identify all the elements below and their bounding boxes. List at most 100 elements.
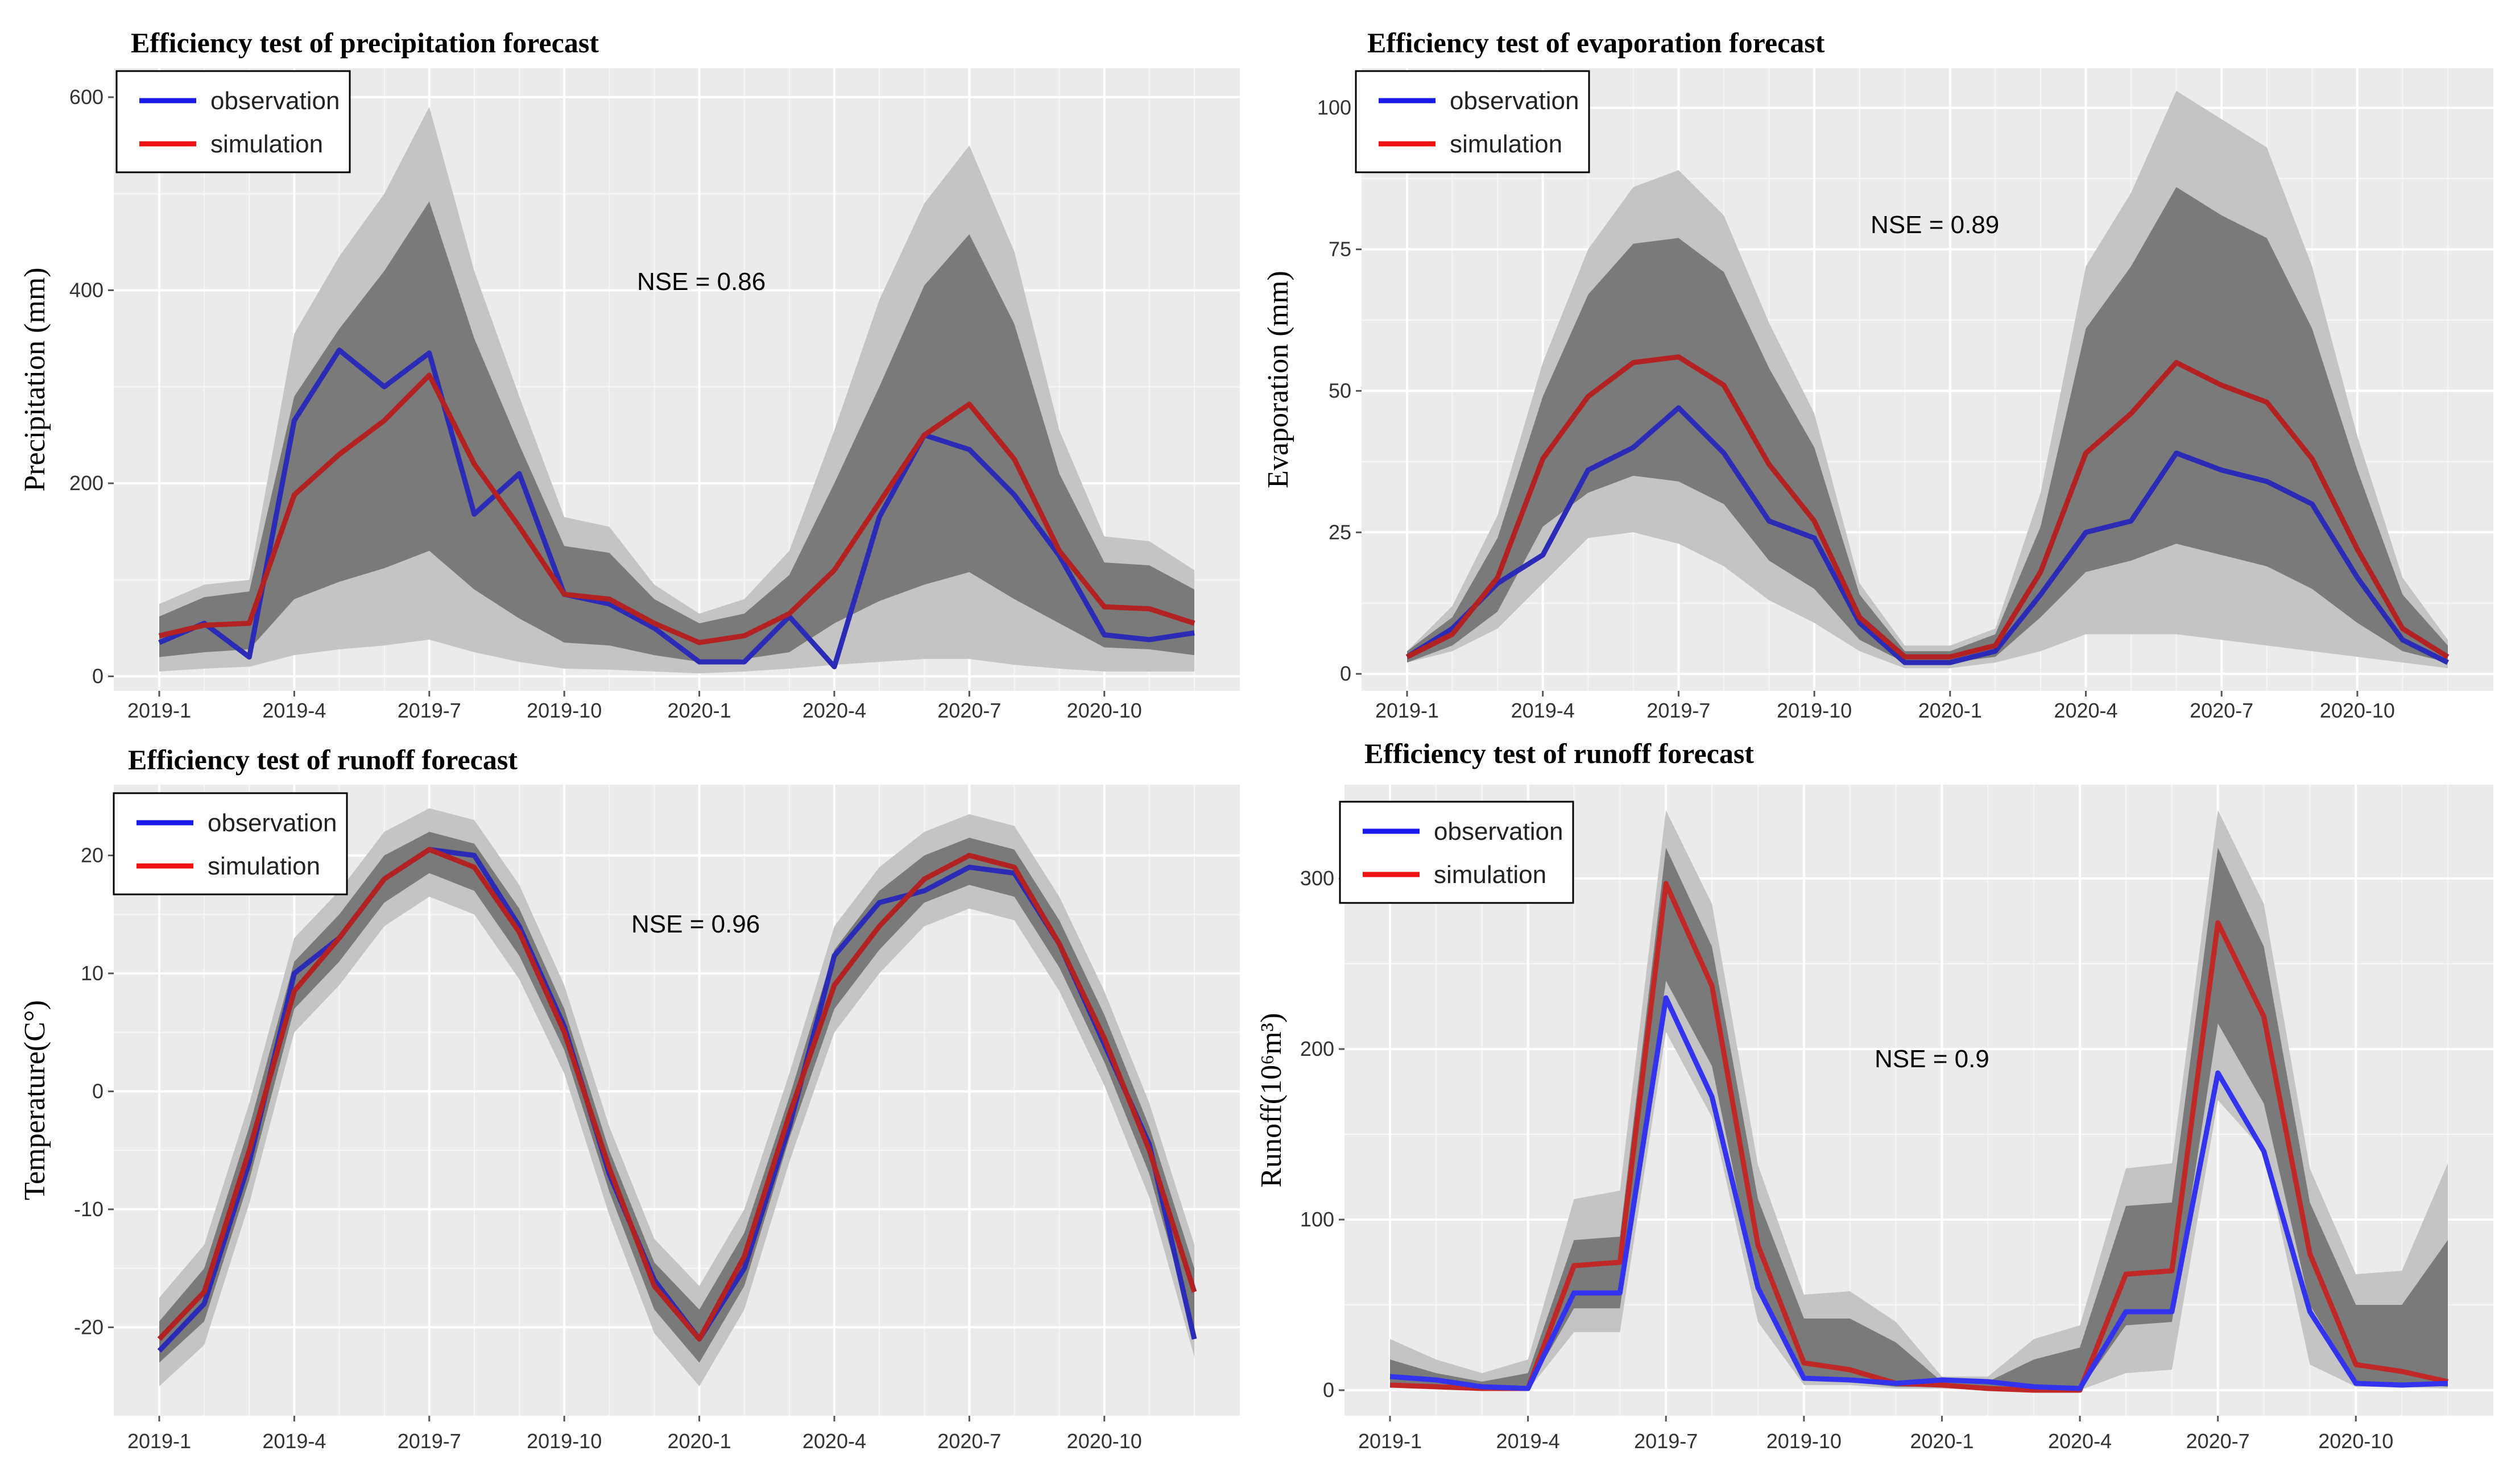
y-tick-label: 20 bbox=[81, 843, 104, 867]
legend-label-observation: observation bbox=[208, 809, 337, 837]
y-tick-label: 200 bbox=[69, 471, 104, 495]
x-tick-label: 2019-10 bbox=[527, 699, 602, 722]
x-tick-label: 2019-1 bbox=[127, 1429, 191, 1453]
nse-annotation: NSE = 0.86 bbox=[637, 268, 766, 296]
legend: observation simulation bbox=[1339, 801, 1574, 904]
x-tick-label: 2020-7 bbox=[2190, 699, 2253, 722]
series-line-observation bbox=[1389, 995, 2448, 1391]
y-axis-label: Precipitation (mm) bbox=[19, 267, 51, 491]
x-tick-label: 2019-10 bbox=[1767, 1429, 1842, 1453]
y-tick-label: -10 bbox=[74, 1197, 104, 1221]
inner-uncertainty-band bbox=[1407, 187, 2448, 663]
x-tick-label: 2019-4 bbox=[262, 699, 326, 722]
x-axis: 2019-1 2019-4 2019-7 2019-10 2020-1 2020-4 202… bbox=[127, 1416, 1142, 1453]
x-tick-label: 2020-1 bbox=[668, 1429, 731, 1453]
series-line-simulation bbox=[157, 847, 1197, 1342]
legend: observation simulation bbox=[1355, 70, 1590, 173]
nse-annotation: NSE = 0.89 bbox=[1871, 211, 1999, 239]
x-tick-label: 2019-7 bbox=[398, 1429, 461, 1453]
x-tick-label: 2020-4 bbox=[802, 1429, 866, 1453]
y-tick-label: 300 bbox=[1300, 867, 1334, 890]
x-tick-label: 2019-1 bbox=[127, 699, 191, 722]
y-tick-label: 50 bbox=[1329, 379, 1351, 402]
chart-runoff: 0 100 200 300 2019-1 2019-4 2019-7 2019-10 2020-… bbox=[1254, 731, 2507, 1484]
y-tick-label: -20 bbox=[74, 1315, 104, 1338]
legend-label-simulation: simulation bbox=[1450, 130, 1562, 158]
y-tick-label: 0 bbox=[92, 665, 104, 688]
chart-svg: 0 25 50 75 100 2019-1 2019-4 2019-7 2019-10 2020-… bbox=[1262, 27, 2493, 722]
x-tick-label: 2019-1 bbox=[1375, 699, 1439, 722]
y-axis-label: Evaporation (mm) bbox=[1262, 271, 1294, 488]
legend-label-observation: observation bbox=[1450, 87, 1579, 115]
legend-box bbox=[1339, 801, 1574, 904]
nse-annotation: NSE = 0.9 bbox=[1875, 1045, 1989, 1073]
x-tick-label: 2020-4 bbox=[2054, 699, 2117, 722]
y-axis-label: Runoff(10⁶m³) bbox=[1255, 1013, 1288, 1187]
x-tick-label: 2020-1 bbox=[1918, 699, 1982, 722]
legend-label-simulation: simulation bbox=[208, 852, 320, 880]
y-tick-label: 600 bbox=[69, 85, 104, 109]
series-line-observation bbox=[1405, 405, 2450, 665]
y-tick-label: 200 bbox=[1300, 1037, 1334, 1060]
x-tick-label: 2019-7 bbox=[398, 699, 461, 722]
x-tick-label: 2020-7 bbox=[937, 1429, 1001, 1453]
legend: observation simulation bbox=[115, 70, 351, 173]
chart-svg: 0 100 200 300 2019-1 2019-4 2019-7 2019-10 2020-… bbox=[1255, 737, 2493, 1453]
legend: observation simulation bbox=[113, 792, 348, 896]
x-tick-label: 2019-10 bbox=[1777, 699, 1852, 722]
x-tick-label: 2020-10 bbox=[2318, 1429, 2393, 1453]
legend-box bbox=[113, 792, 348, 896]
chart-title: Efficiency test of precipitation forecas… bbox=[131, 27, 599, 59]
x-tick-label: 2020-1 bbox=[1910, 1429, 1974, 1453]
x-tick-label: 2019-7 bbox=[1634, 1429, 1698, 1453]
nse-annotation: NSE = 0.96 bbox=[631, 910, 760, 938]
chart-title: Efficiency test of runoff forecast bbox=[1364, 737, 1754, 769]
x-tick-label: 2020-1 bbox=[668, 699, 731, 722]
x-axis: 2019-1 2019-4 2019-7 2019-10 2020-1 2020-4 202… bbox=[1375, 691, 2395, 722]
y-gridlines: 0 200 400 600 bbox=[69, 85, 1240, 688]
legend-box bbox=[115, 70, 351, 173]
x-tick-label: 2019-1 bbox=[1358, 1429, 1422, 1453]
y-tick-label: 0 bbox=[92, 1079, 104, 1102]
x-tick-label: 2020-4 bbox=[2048, 1429, 2112, 1453]
legend-label-simulation: simulation bbox=[1434, 861, 1546, 889]
chart-svg: -20 -10 0 10 20 2019-1 2019-4 2019-7 2019-10 2020… bbox=[19, 744, 1240, 1453]
series-line-simulation bbox=[158, 372, 1195, 645]
chart-title: Efficiency test of runoff forecast bbox=[128, 744, 518, 776]
x-tick-label: 2020-7 bbox=[2186, 1429, 2250, 1453]
y-tick-label: 10 bbox=[81, 961, 104, 985]
x-axis: 2019-1 2019-4 2019-7 2019-10 2020-1 2020-4 202… bbox=[1358, 1416, 2393, 1453]
x-tick-label: 2020-10 bbox=[1067, 699, 1142, 722]
series-line-observation bbox=[158, 347, 1195, 670]
legend-box bbox=[1355, 70, 1590, 173]
chart-temperature: -20 -10 0 10 20 2019-1 2019-4 2019-7 2019-10 2020… bbox=[0, 731, 1254, 1484]
y-tick-label: 100 bbox=[1317, 96, 1351, 119]
y-tick-label: 0 bbox=[1340, 662, 1351, 685]
y-tick-label: 75 bbox=[1329, 238, 1351, 261]
chart-evaporation: 0 25 50 75 100 2019-1 2019-4 2019-7 2019-10 2020-… bbox=[1254, 0, 2507, 731]
y-axis-label: Temperature(C°) bbox=[19, 1000, 51, 1200]
inner-uncertainty-band bbox=[159, 201, 1194, 662]
chart-svg: 0 200 400 600 2019-1 2019-4 2019-7 2019-10 2020-… bbox=[19, 27, 1240, 722]
y-tick-label: 0 bbox=[1323, 1378, 1334, 1402]
chart-precipitation: 0 200 400 600 2019-1 2019-4 2019-7 2019-10 2020-… bbox=[0, 0, 1254, 731]
series-line-simulation bbox=[1405, 354, 2450, 660]
legend-label-simulation: simulation bbox=[210, 130, 323, 158]
chart-title: Efficiency test of evaporation forecast bbox=[1367, 27, 1825, 59]
legend-label-observation: observation bbox=[210, 87, 340, 115]
x-tick-label: 2020-4 bbox=[802, 699, 866, 722]
y-tick-label: 400 bbox=[69, 278, 104, 301]
x-axis: 2019-1 2019-4 2019-7 2019-10 2020-1 2020-4 202… bbox=[127, 691, 1142, 722]
x-tick-label: 2019-4 bbox=[1496, 1429, 1560, 1453]
x-tick-label: 2020-7 bbox=[937, 699, 1001, 722]
y-tick-label: 25 bbox=[1329, 520, 1351, 544]
x-tick-label: 2019-7 bbox=[1646, 699, 1710, 722]
outer-uncertainty-band bbox=[159, 808, 1194, 1387]
x-tick-label: 2019-10 bbox=[527, 1429, 602, 1453]
legend-label-observation: observation bbox=[1434, 818, 1563, 845]
x-tick-label: 2020-10 bbox=[1067, 1429, 1142, 1453]
x-tick-label: 2019-4 bbox=[1511, 699, 1575, 722]
x-tick-label: 2019-4 bbox=[262, 1429, 326, 1453]
y-tick-label: 100 bbox=[1300, 1208, 1334, 1231]
x-tick-label: 2020-10 bbox=[2320, 699, 2395, 722]
